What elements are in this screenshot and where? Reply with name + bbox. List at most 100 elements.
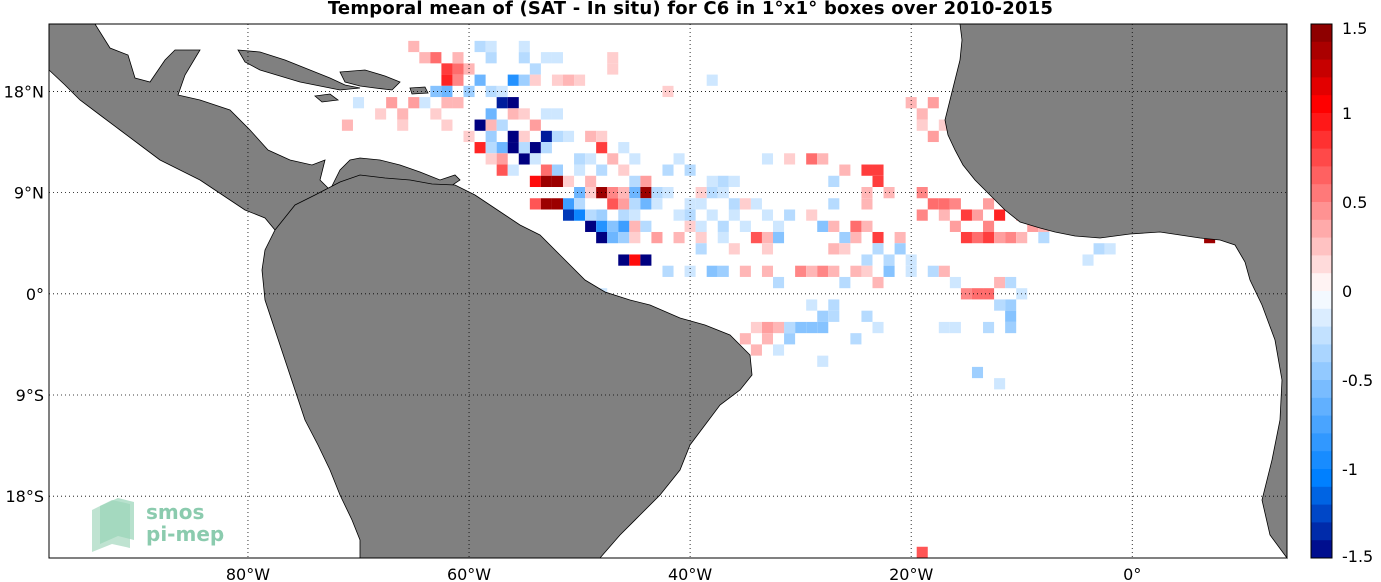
data-cell bbox=[452, 74, 464, 86]
data-cell bbox=[529, 153, 541, 165]
data-cell bbox=[773, 220, 785, 232]
data-cell bbox=[629, 153, 641, 165]
data-cell bbox=[1005, 321, 1017, 334]
data-cell bbox=[496, 142, 508, 154]
data-cell bbox=[839, 276, 851, 289]
data-cell bbox=[629, 209, 641, 221]
data-cell bbox=[761, 265, 774, 277]
data-cell bbox=[905, 97, 917, 109]
data-cell bbox=[938, 198, 950, 210]
data-cell bbox=[629, 231, 641, 244]
land-jamaica bbox=[314, 93, 340, 103]
colorbar-segment bbox=[1311, 522, 1332, 541]
data-cell bbox=[607, 231, 619, 244]
data-cell bbox=[485, 119, 497, 131]
data-cell bbox=[485, 142, 497, 154]
colorbar-tick-label: 0.5 bbox=[1342, 193, 1367, 212]
data-cell bbox=[872, 321, 884, 334]
data-cell bbox=[684, 198, 696, 210]
data-cell bbox=[540, 108, 552, 120]
data-cell bbox=[585, 130, 597, 143]
data-cell bbox=[441, 63, 453, 75]
data-cell bbox=[551, 52, 563, 64]
data-cell bbox=[828, 198, 840, 210]
colorbar-segment bbox=[1311, 148, 1332, 167]
colorbar-segment bbox=[1311, 540, 1332, 559]
data-cell bbox=[496, 153, 508, 165]
data-cell bbox=[728, 175, 740, 188]
colorbar-segment bbox=[1311, 77, 1332, 96]
data-cell bbox=[607, 153, 619, 165]
data-cell bbox=[960, 209, 972, 221]
colorbar-segment bbox=[1311, 451, 1332, 470]
data-cell bbox=[773, 321, 785, 334]
data-cell bbox=[894, 243, 906, 255]
data-cell bbox=[596, 220, 608, 232]
data-cell bbox=[695, 231, 707, 244]
data-cell bbox=[872, 231, 884, 244]
data-cell bbox=[529, 119, 541, 131]
data-cell bbox=[408, 97, 420, 109]
data-cell bbox=[474, 142, 486, 154]
data-cell bbox=[949, 198, 961, 210]
data-cell bbox=[684, 164, 696, 176]
data-cell bbox=[485, 108, 497, 120]
colorbar-segment bbox=[1311, 237, 1332, 256]
data-cell bbox=[551, 164, 563, 176]
data-cell bbox=[695, 220, 707, 232]
data-cell bbox=[540, 52, 552, 64]
data-cell bbox=[562, 74, 575, 86]
data-cell bbox=[430, 52, 442, 64]
data-cell bbox=[806, 299, 818, 311]
data-cell bbox=[1093, 243, 1105, 255]
data-cell bbox=[596, 164, 608, 176]
data-cell bbox=[551, 130, 563, 143]
data-cell bbox=[540, 164, 552, 176]
data-cell bbox=[861, 254, 873, 266]
data-cell bbox=[629, 187, 641, 199]
colorbar-segment bbox=[1311, 113, 1332, 132]
data-cell bbox=[872, 164, 884, 176]
data-cell bbox=[618, 198, 630, 210]
data-cell bbox=[518, 52, 530, 64]
data-cell bbox=[673, 231, 685, 244]
colorbar-segment bbox=[1311, 326, 1332, 345]
colorbar-ticks: 1.5 1 0.5 0 -0.5 -1 -1.5 bbox=[1342, 19, 1373, 566]
data-cell bbox=[618, 209, 630, 221]
data-cell bbox=[817, 153, 829, 165]
data-cell bbox=[651, 231, 663, 244]
data-cell bbox=[485, 52, 497, 64]
colorbar-segment bbox=[1311, 504, 1332, 523]
land-south-america bbox=[261, 174, 753, 559]
data-cell bbox=[728, 243, 740, 255]
colorbar-segment bbox=[1311, 308, 1332, 328]
data-cell bbox=[397, 108, 409, 120]
longitude-label: 60°W bbox=[447, 565, 491, 582]
data-cell bbox=[684, 209, 696, 221]
data-cell bbox=[585, 175, 597, 188]
data-cell bbox=[629, 175, 641, 188]
data-cell bbox=[761, 231, 774, 244]
data-cell bbox=[607, 52, 619, 64]
data-cell bbox=[1038, 231, 1050, 244]
data-cell bbox=[452, 97, 464, 109]
data-cell bbox=[916, 546, 928, 558]
data-cell bbox=[706, 187, 718, 199]
colorbar-tick-label: 1 bbox=[1342, 104, 1352, 123]
data-cell bbox=[949, 321, 961, 334]
data-cell bbox=[994, 231, 1006, 244]
data-cell bbox=[419, 97, 431, 109]
data-cell bbox=[1005, 276, 1017, 289]
data-cell bbox=[551, 198, 563, 210]
data-cell bbox=[529, 198, 541, 210]
data-cell bbox=[728, 198, 740, 210]
data-cell bbox=[828, 175, 840, 188]
data-cell bbox=[795, 321, 807, 334]
data-cell bbox=[618, 187, 630, 199]
colorbar-segment bbox=[1311, 380, 1332, 399]
latitude-label: 18°N bbox=[4, 82, 44, 101]
data-cell bbox=[927, 198, 939, 210]
data-cell bbox=[949, 220, 961, 232]
data-cell bbox=[839, 243, 851, 255]
data-cell bbox=[850, 265, 862, 277]
